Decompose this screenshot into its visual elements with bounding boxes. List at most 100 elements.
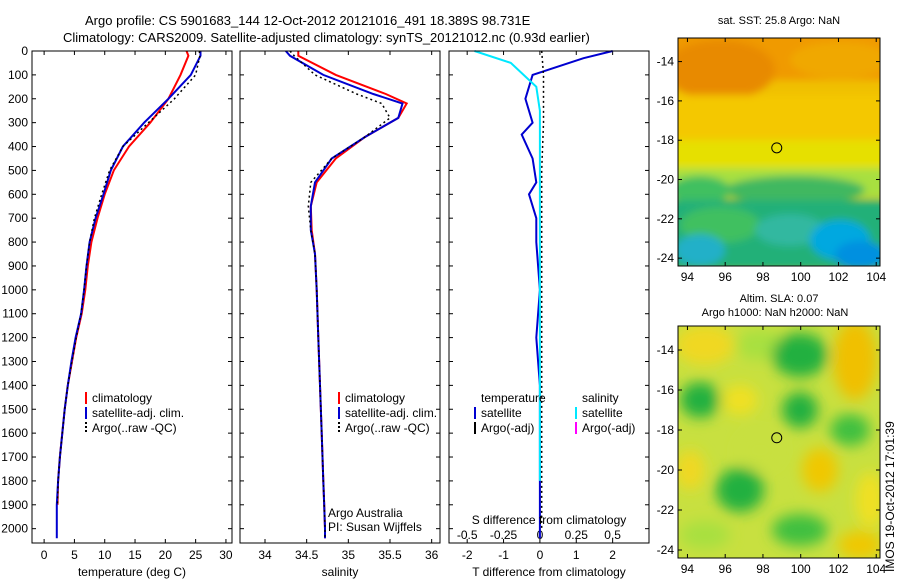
difference-axis: -2 -1 0 1 2-0.5 -0.25 0 0.25 0.5 [449,50,649,562]
legend-label-temperature-satellite: satellite [481,406,522,420]
x-tick-label: -1 [498,548,509,562]
depth-tick-label: 1100 [2,307,28,321]
series-line-salinity-satellite [474,50,541,481]
x-tick-label: 0 [537,548,544,562]
lat-tick-label: -18 [657,423,675,437]
depth-tick-label: 1200 [1,331,28,345]
difference-legend: temperature satellite Argo(-adj) salinit… [474,391,635,435]
argo-float-marker [771,142,783,154]
legend-label-argo: Argo(..raw -QC) [92,421,177,435]
temperature-panel: 0100200300400500600700800900100011001200… [1,44,233,579]
legend-label-argo: Argo(..raw -QC) [345,421,430,435]
sst-axis: 94 96 98 100 102 104 -14 -16 -18 -20 -22 -24 [657,38,887,284]
depth-tick-label: 900 [8,259,28,273]
series-line-climatology [56,50,190,505]
lat-tick-label: -24 [657,251,675,265]
depth-tick-label: 600 [8,187,28,201]
depth-tick-label: 1600 [1,426,28,440]
difference-top-label: S difference from climatology [472,513,627,527]
profile-title: Argo profile: CS 5901683_144 12-Oct-2012… [85,13,531,28]
x-tick-label: 2 [609,548,616,562]
legend-label-temperature-argo: Argo(-adj) [481,421,534,435]
x-tick-label: 5 [71,548,78,562]
depth-tick-label: 200 [8,92,28,106]
difference-axes-box [448,50,650,544]
depth-tick-label: 1900 [1,498,28,512]
salinity-axes-box [239,50,441,544]
difference-series [474,50,613,539]
temperature-depth-axis: 0100200300400500600700800900100011001200… [1,44,233,562]
x-top-tick-label: 0.25 [565,528,589,542]
x-tick-label: 30 [219,548,233,562]
lon-tick-label: 100 [791,270,811,284]
lat-tick-label: -16 [657,94,675,108]
lon-tick-label: 98 [756,270,770,284]
legend-label-climatology: climatology [345,391,405,405]
legend-label-satellite: satellite-adj. clim. [92,406,184,420]
difference-panel: -2 -1 0 1 2-0.5 -0.25 0 0.25 0.5 S difference fr… [448,50,650,579]
x-tick-label: 10 [98,548,112,562]
lon-tick-label: 94 [681,562,695,576]
x-tick-label: 20 [159,548,173,562]
depth-tick-label: 100 [8,68,28,82]
x-tick-label: 0 [41,548,48,562]
sst-map-title: sat. SST: 25.8 Argo: NaN [718,15,840,27]
depth-tick-label: 500 [8,163,28,177]
lon-tick-label: 104 [866,270,886,284]
lat-tick-label: -24 [657,543,675,557]
depth-tick-label: 1500 [1,402,28,416]
legend-title-temperature: temperature [481,391,546,405]
lon-tick-label: 104 [866,562,886,576]
legend-label-climatology: climatology [92,391,152,405]
sst-field [678,38,880,266]
depth-tick-label: 400 [8,140,28,154]
sla-map-subtitle: Argo h1000: NaN h2000: NaN [702,307,849,319]
salinity-panel: 34 34.5 35 35.5 36 salinity climatology sate… [239,50,441,579]
lat-tick-label: -14 [657,343,675,357]
x-tick-label: 34.5 [295,548,319,562]
imos-timestamp: IMOS 19-Oct-2012 17:01:39 [883,421,897,572]
sla-field [678,326,880,558]
salinity-legend: climatology satellite-adj. clim. Argo(..… [338,391,437,435]
depth-tick-label: 300 [8,116,28,130]
x-tick-label: -2 [462,548,473,562]
depth-tick-label: 1300 [1,354,28,368]
sst-map: sat. SST: 25.8 Argo: NaN 94 96 98 10 [657,15,887,284]
x-tick-label: 25 [189,548,203,562]
lat-tick-label: -22 [657,503,675,517]
series-line-temperature-satellite [520,50,613,539]
lat-tick-label: -20 [657,173,675,187]
lon-tick-label: 96 [719,562,733,576]
sla-map: Altim. SLA: 0.07 Argo h1000: NaN h2000: … [657,293,887,576]
temperature-x-label: temperature (deg C) [78,565,186,579]
lat-tick-label: -14 [657,55,675,69]
lat-tick-label: -22 [657,212,675,226]
sst-axes-box [677,37,881,267]
lon-tick-label: 102 [828,562,848,576]
climatology-title: Climatology: CARS2009. Satellite-adjuste… [63,30,590,45]
depth-tick-label: 1400 [1,378,28,392]
x-tick-label: 15 [128,548,142,562]
depth-tick-label: 1000 [1,283,28,297]
depth-tick-label: 0 [21,44,28,58]
series-line-argo-raw-qc [289,50,391,539]
legend-label-satellite: satellite-adj. clim. [345,406,437,420]
x-top-tick-label: 0.5 [604,528,621,542]
lon-tick-label: 94 [681,270,695,284]
lon-tick-label: 100 [791,562,811,576]
temperature-axes-box [31,50,233,544]
credit-org: Argo Australia [328,506,403,520]
sla-axis: 94 96 98 100 102 104 -14 -16 -18 -20 -22 -24 [657,326,887,576]
sla-axes-box [677,325,881,559]
depth-tick-label: 2000 [1,522,28,536]
lon-tick-label: 96 [719,270,733,284]
series-line-argo-raw-qc [56,50,201,505]
depth-tick-label: 700 [8,211,28,225]
x-tick-label: 1 [573,548,580,562]
legend-title-salinity: salinity [582,391,619,405]
credit-pi: PI: Susan Wijffels [328,520,422,534]
x-top-tick-label: -0.5 [457,528,478,542]
legend-label-salinity-satellite: satellite [582,406,623,420]
sla-map-title: Altim. SLA: 0.07 [740,293,819,305]
